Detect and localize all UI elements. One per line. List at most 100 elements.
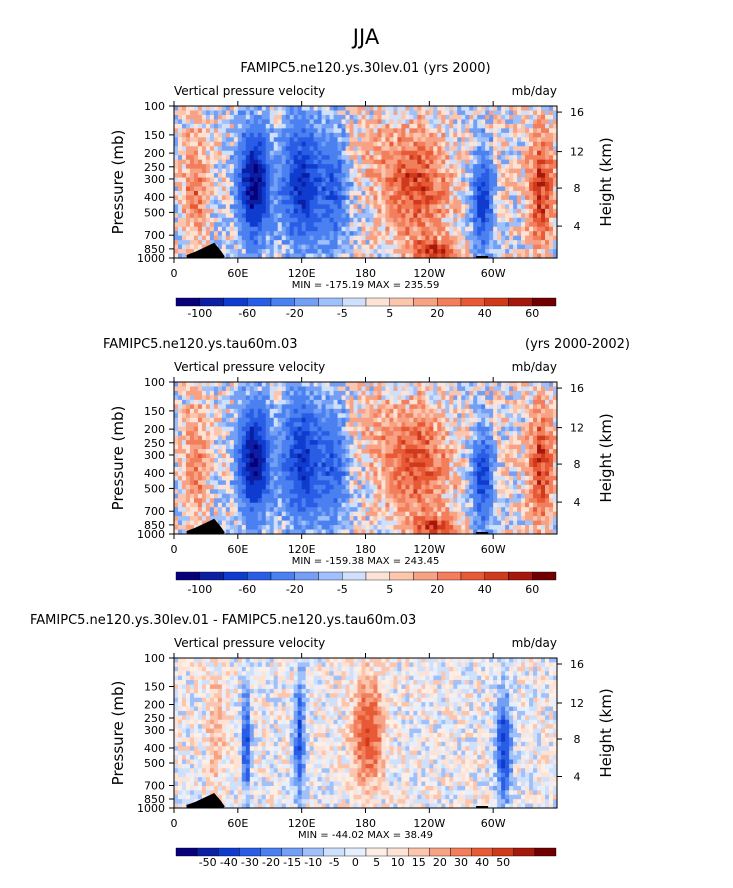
heatmap-cell xyxy=(545,253,550,259)
heatmap-cell xyxy=(345,422,351,428)
heatmap-cell xyxy=(517,226,522,232)
heatmap-cell xyxy=(465,244,470,250)
heatmap-cell xyxy=(317,123,323,129)
heatmap-cell xyxy=(174,520,179,526)
heatmap-cell xyxy=(205,164,211,170)
heatmap-cell xyxy=(249,190,255,197)
heatmap-cell xyxy=(301,502,307,508)
heatmap-cell xyxy=(237,168,243,174)
heatmap-cell xyxy=(174,444,179,450)
heatmap-cell xyxy=(413,204,418,210)
heatmap-cell xyxy=(325,190,331,197)
heatmap-cell xyxy=(257,422,263,428)
heatmap-cell xyxy=(221,466,227,473)
heatmap-cell xyxy=(289,164,295,170)
heatmap-cell xyxy=(317,128,323,134)
heatmap-cell xyxy=(297,213,303,219)
heatmap-cell xyxy=(213,390,219,397)
heatmap-cell xyxy=(185,382,191,388)
heatmap-cell xyxy=(177,155,183,161)
heatmap-cell xyxy=(225,186,231,192)
heatmap-cell xyxy=(445,186,450,192)
heatmap-cell xyxy=(317,525,323,531)
heatmap-cell xyxy=(501,199,506,205)
heatmap-cell xyxy=(525,226,530,232)
heatmap-cell xyxy=(301,462,307,468)
heatmap-cell xyxy=(477,235,482,241)
heatmap-cell xyxy=(521,204,526,210)
heatmap-cell xyxy=(453,231,458,237)
heatmap-cell xyxy=(305,128,311,134)
heatmap-cell xyxy=(309,231,315,237)
heatmap-cell xyxy=(261,516,267,522)
heatmap-cell xyxy=(545,204,550,210)
heatmap-cell xyxy=(197,123,203,129)
heatmap-cell xyxy=(357,426,363,432)
heatmap-cell xyxy=(393,132,399,138)
heatmap-cell xyxy=(189,489,195,495)
heatmap-cell xyxy=(353,213,359,219)
heatmap-cell xyxy=(209,110,215,116)
heatmap-cell xyxy=(177,471,183,477)
heatmap-cell xyxy=(541,128,546,134)
heatmap-cell xyxy=(309,177,315,183)
heatmap-cell xyxy=(509,217,514,223)
heatmap-cell xyxy=(237,244,243,250)
heatmap-cell xyxy=(237,150,243,156)
heatmap-cell xyxy=(193,435,199,441)
heatmap-cell xyxy=(453,190,458,197)
heatmap-cell xyxy=(349,155,355,161)
heatmap-cell xyxy=(193,208,199,214)
heatmap-cell xyxy=(177,529,183,535)
heatmap-cell xyxy=(321,444,327,450)
heatmap-cell xyxy=(201,453,207,459)
heatmap-cell xyxy=(517,173,522,179)
heatmap-cell xyxy=(517,106,522,112)
heatmap-cell xyxy=(465,186,470,192)
heatmap-cell xyxy=(405,190,410,197)
heatmap-cell xyxy=(433,150,438,156)
heatmap-cell xyxy=(277,525,283,531)
heatmap-cell xyxy=(409,114,414,121)
heatmap-cell xyxy=(245,395,251,401)
heatmap-cell xyxy=(465,164,470,170)
heatmap-cell xyxy=(489,235,494,241)
heatmap-cell xyxy=(321,199,327,205)
heatmap-cell xyxy=(305,449,311,455)
heatmap-cell xyxy=(397,128,403,134)
heatmap-cell xyxy=(209,417,215,423)
heatmap-cell xyxy=(513,222,518,228)
heatmap-cell xyxy=(197,440,203,446)
heatmap-cell xyxy=(441,114,446,121)
heatmap-cell xyxy=(305,520,311,526)
heatmap-cell xyxy=(189,249,195,255)
heatmap-cell xyxy=(225,444,231,450)
heatmap-cell xyxy=(369,106,375,112)
heatmap-cell xyxy=(477,240,482,246)
heatmap-cell xyxy=(417,195,422,201)
heatmap-cell xyxy=(309,426,315,432)
heatmap-cell xyxy=(305,137,311,143)
heatmap-cell xyxy=(241,484,247,490)
heatmap-cell xyxy=(213,502,219,508)
heatmap-cell xyxy=(225,404,231,410)
heatmap-cell xyxy=(261,119,267,125)
heatmap-cell xyxy=(337,444,343,450)
heatmap-cell xyxy=(429,128,434,134)
heatmap-cell xyxy=(229,217,235,223)
heatmap-cell xyxy=(357,106,363,112)
pressure-tick-label: 850 xyxy=(144,243,165,256)
heatmap-cell xyxy=(189,435,195,441)
heatmap-cell xyxy=(309,466,315,473)
heatmap-cell xyxy=(253,484,259,490)
heatmap-cell xyxy=(217,190,223,197)
heatmap-cell xyxy=(229,408,235,414)
heatmap-cell xyxy=(537,244,542,250)
heatmap-cell xyxy=(449,123,454,129)
heatmap-cell xyxy=(237,440,243,446)
heatmap-cell xyxy=(521,159,526,165)
heatmap-cell xyxy=(441,208,446,214)
heatmap-cell xyxy=(321,435,327,441)
heatmap-cell xyxy=(257,217,263,223)
heatmap-cell xyxy=(381,182,387,188)
